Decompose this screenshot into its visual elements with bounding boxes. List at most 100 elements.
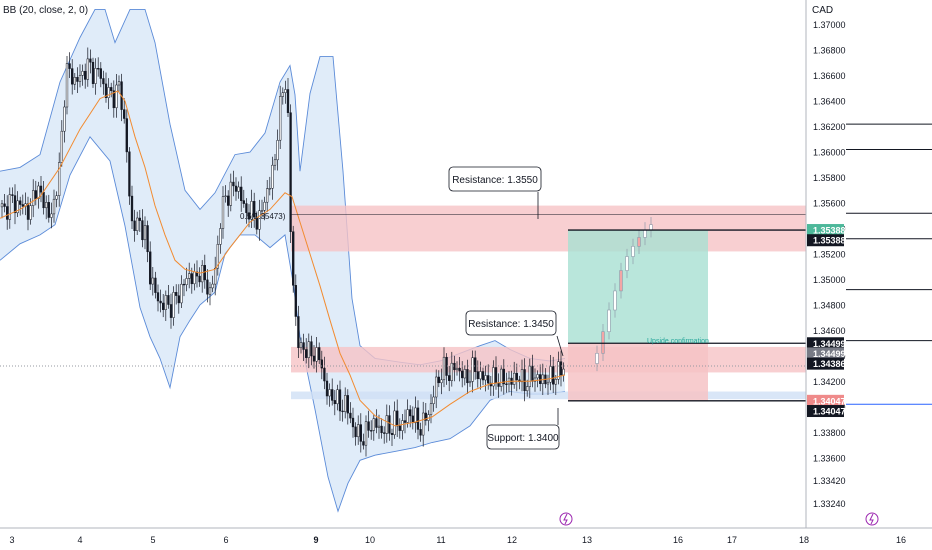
candle-body — [97, 68, 100, 70]
price-tick-label: 1.35000 — [813, 275, 846, 285]
candle-body — [557, 361, 560, 380]
price-tick-label: 1.33800 — [813, 428, 846, 438]
candle-body — [107, 87, 110, 98]
callout-resistance-1-3450[interactable]: Resistance: 1.3450 — [465, 310, 564, 357]
price-tick-label: 1.36000 — [813, 148, 846, 158]
long-position[interactable] — [568, 230, 708, 401]
candle-body — [260, 210, 264, 212]
time-tick-label: 16 — [896, 535, 906, 545]
time-tick-label: 18 — [799, 535, 809, 545]
candle-body — [432, 396, 435, 404]
projection-candle — [649, 224, 653, 231]
price-tag — [807, 347, 844, 360]
candle-body — [115, 84, 118, 109]
horizontal-lines[interactable] — [291, 214, 806, 402]
candle-body — [526, 386, 529, 392]
price-tick-label: 1.36600 — [813, 71, 846, 81]
price-zones[interactable] — [291, 205, 806, 400]
projection-candle — [613, 290, 617, 311]
candle-body — [141, 220, 144, 241]
candle-body — [237, 186, 240, 192]
candle-body — [117, 81, 121, 86]
projection-candle — [601, 331, 605, 354]
candle-body — [546, 381, 550, 385]
candle-body — [112, 90, 115, 109]
candle-body — [476, 371, 479, 380]
candle-body — [125, 118, 128, 153]
candles — [0, 47, 565, 457]
candle-body — [409, 409, 412, 417]
candle-body — [455, 367, 459, 371]
event-icon[interactable] — [559, 512, 573, 526]
projection-candle — [607, 309, 611, 332]
candle-body — [505, 383, 508, 385]
callout-text: Resistance: 1.3450 — [468, 319, 554, 330]
candle-body — [385, 415, 388, 434]
candle-body — [471, 357, 474, 382]
candle-body — [211, 283, 214, 289]
price-tag — [807, 357, 844, 370]
candle-body — [351, 417, 355, 428]
time-tick-label: 13 — [582, 535, 592, 545]
candle-body — [55, 195, 58, 200]
indicator-label[interactable]: BB (20, close, 2, 0) — [3, 5, 88, 16]
candle-body — [422, 412, 425, 436]
candle-body — [6, 206, 9, 220]
time-axis[interactable]: 3 4 5 6 9 10 11 12 13 16 17 18 16 — [9, 535, 906, 545]
candle-body — [76, 77, 79, 82]
candle-body — [60, 130, 63, 163]
candle-body — [398, 425, 401, 431]
candle-body — [536, 374, 539, 379]
price-tick-label: 1.35600 — [813, 199, 846, 209]
candle-body — [78, 75, 82, 82]
candle-body — [133, 220, 136, 231]
candle-body — [180, 283, 183, 304]
candle-body — [214, 268, 217, 285]
candle-body — [380, 425, 383, 434]
candle-body — [151, 277, 154, 285]
bollinger-basis-line — [0, 90, 566, 427]
candle-body — [531, 365, 534, 382]
candle-body — [294, 285, 297, 317]
callout-resistance-1-3550[interactable]: Resistance: 1.3550 — [448, 166, 542, 219]
projection-candle — [637, 237, 641, 247]
candle-body — [138, 217, 141, 221]
time-tick-label: 10 — [365, 535, 375, 545]
candle-body — [468, 381, 472, 384]
candle-body — [203, 265, 206, 281]
candle-body — [424, 412, 427, 421]
candle-body — [29, 205, 32, 220]
candle-body — [240, 186, 243, 201]
candle-body — [367, 421, 370, 431]
callout-support-1-3400[interactable]: Support: 1.3400 — [486, 408, 560, 450]
time-tick-label: 11 — [436, 535, 445, 545]
candle-body — [383, 432, 386, 434]
price-tag — [807, 337, 844, 350]
candle-body — [533, 377, 537, 382]
candle-body — [442, 356, 446, 381]
candle-body — [162, 302, 165, 310]
candle-body — [156, 292, 160, 302]
candle-body — [523, 369, 526, 392]
event-icon[interactable] — [865, 512, 879, 526]
time-tick-label: 17 — [727, 535, 737, 545]
time-tick-label: 5 — [150, 535, 155, 545]
candle-body — [406, 409, 409, 423]
candle-body — [227, 195, 230, 206]
candle-body — [474, 357, 477, 372]
price-tag-label: 1.34499 — [813, 339, 846, 349]
candle-body — [159, 300, 162, 304]
candle-body — [414, 407, 417, 424]
candle-body — [182, 283, 186, 286]
price-tick-label: 1.34800 — [813, 300, 846, 310]
candle-body — [245, 203, 248, 213]
candle-body — [255, 216, 258, 230]
currency-label: CAD — [812, 5, 833, 16]
candle-body — [437, 376, 440, 384]
price-tick-label: 1.37000 — [813, 20, 846, 30]
position-label: Upside confirmation — [647, 338, 709, 345]
price-tick-label: 1.36400 — [813, 97, 846, 107]
candle-body — [562, 368, 565, 376]
candle-body — [221, 196, 225, 229]
